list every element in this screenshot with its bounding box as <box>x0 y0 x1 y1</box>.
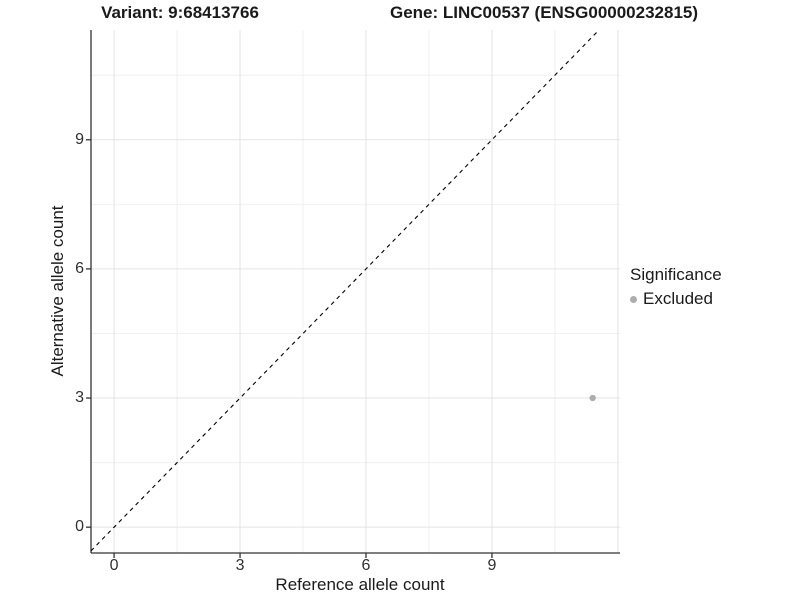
legend: Significance Excluded <box>630 265 722 309</box>
identity-line <box>90 29 600 552</box>
x-tick-label: 9 <box>487 557 497 574</box>
plot-title-variant: Variant: 9:68413766 <box>101 3 259 22</box>
y-tick-label: 3 <box>75 389 84 407</box>
data-point <box>589 394 596 402</box>
legend-item-excluded: Excluded <box>630 289 722 309</box>
x-axis-title: Reference allele count <box>275 575 445 594</box>
x-tick-label: 0 <box>109 557 119 574</box>
legend-item-label: Excluded <box>643 289 713 308</box>
plot-title-gene: Gene: LINC00537 (ENSG00000232815) <box>389 3 699 22</box>
y-tick-label: 0 <box>75 518 84 536</box>
x-tick-label: 6 <box>361 557 371 574</box>
y-tick-label: 6 <box>75 259 84 277</box>
x-tick-label: 3 <box>235 557 245 574</box>
y-tick-label: 9 <box>75 130 84 148</box>
y-axis-title: Alternative allele count <box>48 205 67 377</box>
legend-title: Significance <box>630 265 722 284</box>
excluded-point-icon <box>630 295 637 303</box>
